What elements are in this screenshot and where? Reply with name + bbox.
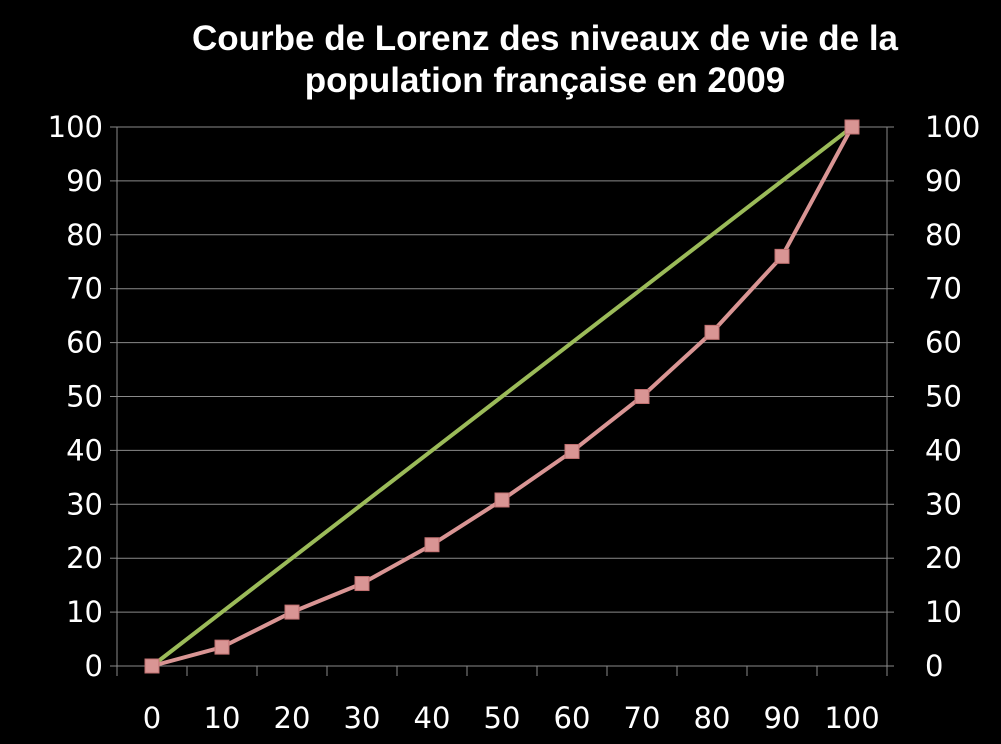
y-tick-label-right: 100: [925, 110, 980, 144]
y-tick-label-left: 50: [66, 380, 103, 414]
x-tick-label: 30: [344, 701, 381, 735]
y-tick-label-left: 60: [66, 326, 103, 360]
chart-title-line-1: Courbe de Lorenz des niveaux de vie de l…: [191, 19, 899, 58]
data-point-marker: [774, 248, 790, 264]
y-tick-label-left: 90: [66, 164, 103, 198]
data-point-marker: [564, 443, 580, 459]
y-tick-label-right: 10: [925, 595, 962, 629]
chart-title: Courbe de Lorenz des niveaux de vie de l…: [90, 18, 1000, 102]
x-tick-label: 60: [554, 701, 591, 735]
y-axis-left: 0 10 20 30 40 50 60 70 80 90 100: [48, 110, 103, 683]
y-tick-label-right: 60: [925, 326, 962, 360]
y-tick-label-left: 20: [66, 541, 103, 575]
x-tick-label: 10: [204, 701, 241, 735]
series-1: [150, 125, 854, 668]
series-2: [144, 119, 860, 674]
data-point-marker: [424, 537, 440, 553]
y-tick-label-right: 80: [925, 218, 962, 252]
data-point-marker: [494, 492, 510, 508]
y-axis-right: 0 10 20 30 40 50 60 70 80 90 100: [925, 110, 980, 683]
y-tick-label-right: 70: [925, 272, 962, 306]
x-axis: 0 10 20 30 40 50 60 70 80 90 100: [143, 701, 880, 735]
y-tick-label-right: 50: [925, 380, 962, 414]
x-tick-label: 0: [143, 701, 161, 735]
chart-title-line-2: population française en 2009: [304, 61, 786, 100]
data-point-marker: [844, 119, 860, 135]
data-point-marker: [704, 324, 720, 340]
x-tick-label: 70: [624, 701, 661, 735]
x-tick-label: 40: [414, 701, 451, 735]
y-tick-label-left: 40: [66, 433, 103, 467]
data-point-marker: [354, 576, 370, 592]
gridlines: [117, 126, 887, 613]
y-tick-label-right: 30: [925, 487, 962, 521]
y-tick-label-right: 40: [925, 433, 962, 467]
y-tick-label-left: 80: [66, 218, 103, 252]
series-layer: [144, 119, 860, 674]
series-line: [150, 125, 854, 668]
x-tick-label: 20: [274, 701, 311, 735]
y-tick-label-right: 20: [925, 541, 962, 575]
data-point-marker: [284, 604, 300, 620]
y-tick-label-left: 100: [48, 110, 103, 144]
y-tick-label-left: 10: [66, 595, 103, 629]
y-tick-label-right: 90: [925, 164, 962, 198]
y-tick-label-left: 30: [66, 487, 103, 521]
y-tick-label-left: 0: [85, 649, 103, 683]
x-tick-label: 90: [764, 701, 801, 735]
y-tick-label-right: 0: [925, 649, 943, 683]
y-tick-label-left: 70: [66, 272, 103, 306]
data-point-marker: [144, 658, 160, 674]
x-tick-label: 50: [484, 701, 521, 735]
x-tick-label: 100: [824, 701, 879, 735]
data-point-marker: [634, 389, 650, 404]
data-point-marker: [214, 639, 230, 655]
axes: [110, 126, 894, 676]
x-tick-label: 80: [694, 701, 731, 735]
